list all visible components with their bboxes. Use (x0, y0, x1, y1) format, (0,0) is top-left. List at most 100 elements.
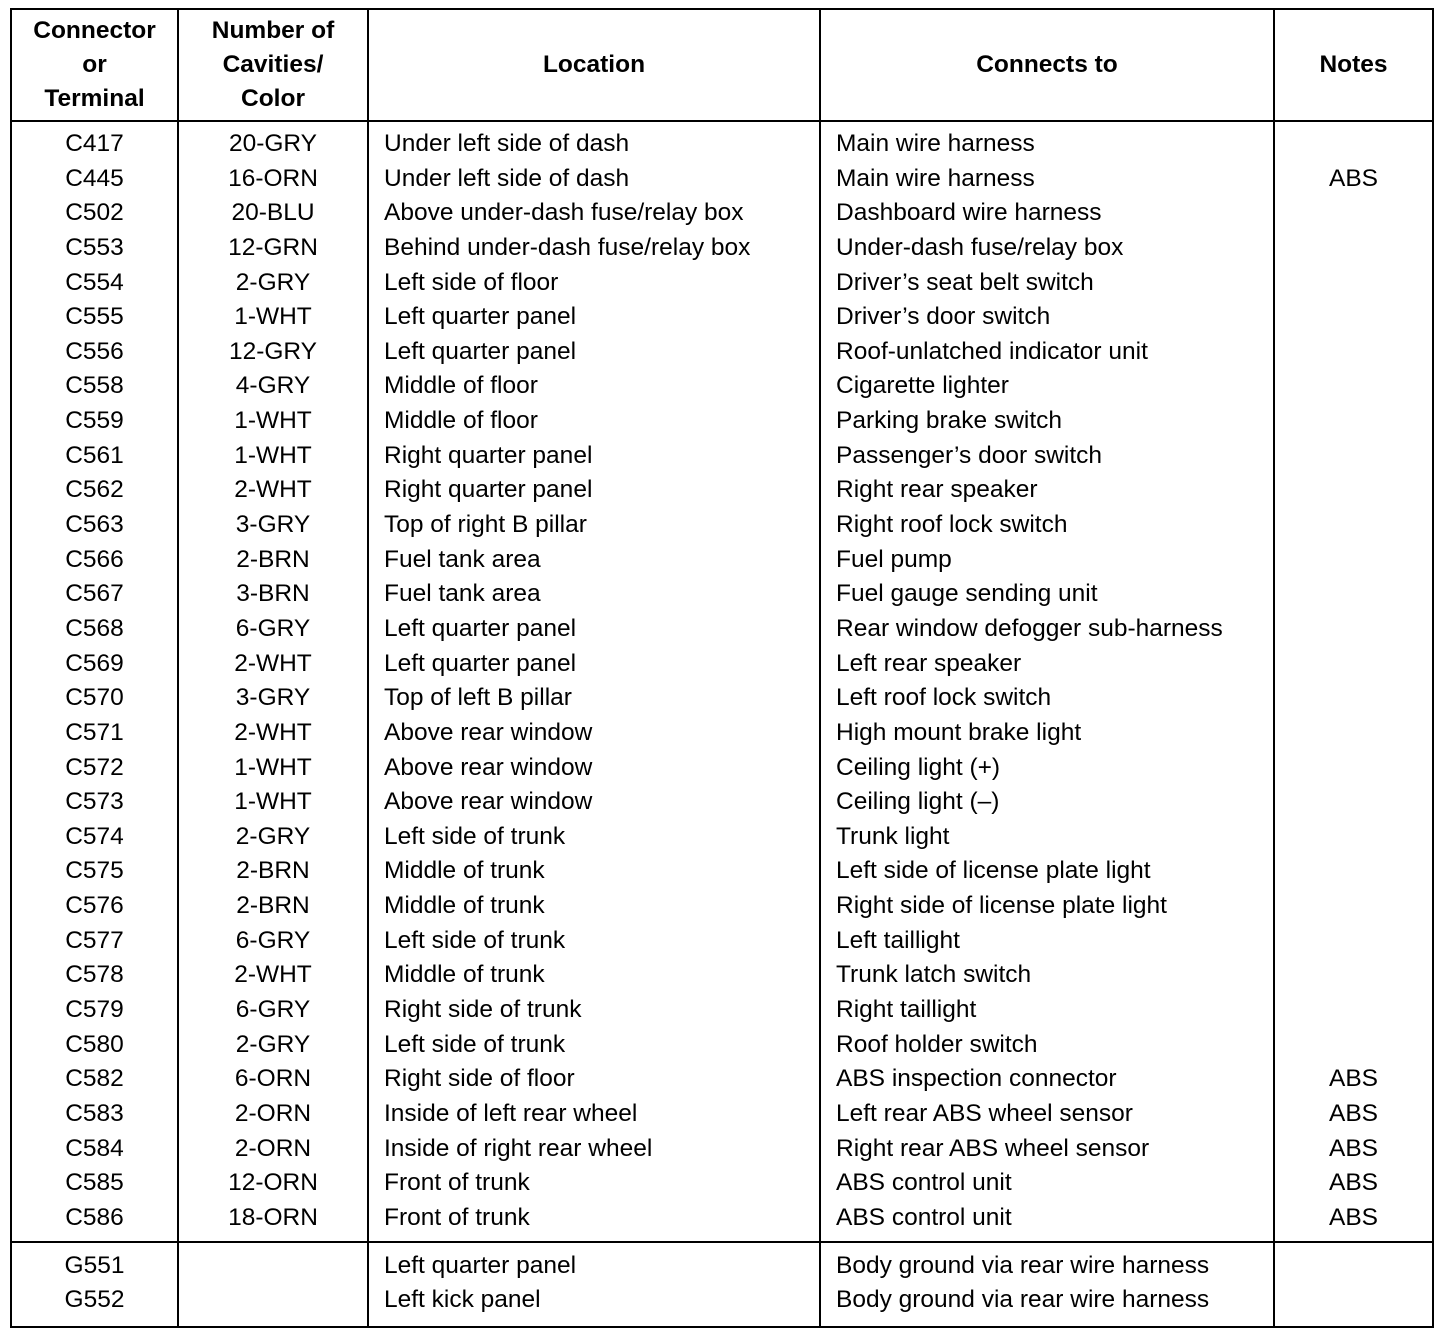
cell-connects-to: Parking brake switch (836, 407, 1063, 435)
cell-cavities-color: 2-BRN (236, 892, 310, 920)
cell-notes (1275, 577, 1432, 612)
cell-connects-to: Fuel pump (836, 545, 952, 573)
cell-connects-to: Cigarette lighter (836, 372, 1009, 400)
cell-notes (1275, 1028, 1432, 1063)
cell-cavities-color: 20-GRY (228, 130, 318, 157)
cell-cavities-color: 2-ORN (234, 1134, 312, 1162)
cell-notes (1275, 751, 1432, 786)
cell-connects-to: Right taillight (836, 996, 977, 1024)
cell-notes (1275, 889, 1432, 924)
header-connects-to: Connects to (819, 8, 1275, 122)
cell-connector: C580 (65, 1030, 124, 1058)
cell-location: Behind under-dash fuse/relay box (384, 233, 751, 261)
cell-connector: C566 (65, 545, 124, 573)
cell-notes (1275, 404, 1432, 439)
cell-connects-to: Left side of license plate light (836, 857, 1151, 885)
cell-connects-to: Right rear ABS wheel sensor (836, 1134, 1150, 1162)
cell-cavities-color (179, 1283, 367, 1318)
cell-notes: ABS (1328, 1134, 1379, 1162)
cell-location: Left kick panel (384, 1286, 541, 1314)
cell-connects-to: Main wire harness (836, 130, 1035, 157)
cell-connector: C578 (65, 961, 124, 989)
cell-connector: C584 (65, 1134, 124, 1162)
cell-notes (1275, 266, 1432, 301)
group-row: C417 C445 C502 C553 C554 C555 C556 C558 C559 C561… (10, 120, 1434, 1243)
header-line: Color (241, 85, 305, 112)
cell-cavities-color: 12-ORN (228, 1169, 318, 1197)
cell-connects-to: Left roof lock switch (836, 684, 1052, 712)
cell-cavities-color: 2-WHT (234, 718, 312, 746)
cell-connector: C570 (65, 684, 124, 712)
cell-connector: C585 (65, 1169, 124, 1197)
column-notes: ABS ABS ABS ABS ABS ABS (1273, 120, 1434, 1243)
cell-connector: C574 (65, 822, 124, 850)
cell-notes (1275, 1283, 1432, 1318)
column-connector: C417 C445 C502 C553 C554 C555 C556 C558 C559 C561… (10, 120, 179, 1243)
cell-connector: C554 (65, 268, 124, 296)
cell-connector: C555 (65, 303, 124, 331)
cell-notes (1275, 716, 1432, 751)
cell-connects-to: Ceiling light (+) (836, 753, 1001, 781)
cell-connects-to: Body ground via rear wire harness (836, 1251, 1210, 1279)
cell-connects-to: Driver’s seat belt switch (836, 268, 1094, 296)
cell-connector: C559 (65, 407, 124, 435)
cell-connects-to: Passenger’s door switch (836, 441, 1103, 469)
cell-connector: C582 (65, 1065, 124, 1093)
cell-connects-to: Left rear ABS wheel sensor (836, 1099, 1133, 1127)
cell-location: Fuel tank area (384, 545, 541, 573)
cell-notes (1275, 196, 1432, 231)
cell-notes (1275, 300, 1432, 335)
header-line: Terminal (44, 85, 145, 112)
header-line: Location (542, 51, 646, 78)
cell-notes (1275, 473, 1432, 508)
connector-group: C417 C445 C502 C553 C554 C555 C556 C558 C559 C561… (10, 120, 1434, 1243)
cell-location: Right quarter panel (384, 441, 593, 469)
cell-connector: C569 (65, 649, 124, 677)
cell-connects-to: ABS inspection connector (836, 1065, 1117, 1093)
cell-location: Top of left B pillar (384, 684, 572, 712)
cell-location: Inside of left rear wheel (384, 1099, 638, 1127)
cell-notes (1275, 647, 1432, 682)
cell-location: Middle of floor (384, 407, 538, 435)
column-notes (1273, 1240, 1434, 1328)
cell-connects-to: Right side of license plate light (836, 892, 1167, 920)
cell-notes (1275, 993, 1432, 1028)
header-line: Cavities/ (222, 51, 324, 78)
cell-connector: C562 (65, 476, 124, 504)
cell-cavities-color: 6-GRY (235, 614, 311, 642)
cell-location: Left side of trunk (384, 1030, 566, 1058)
cell-notes (1275, 508, 1432, 543)
cell-connector: C576 (65, 892, 124, 920)
cell-cavities-color (179, 1249, 367, 1284)
group-row: G551 G552 Left quarter panel Left kick pane… (10, 1240, 1434, 1328)
cell-connector: G551 (64, 1251, 125, 1279)
cell-connector: C561 (65, 441, 124, 469)
cell-location: Under left side of dash (384, 130, 630, 157)
cell-connector: C572 (65, 753, 124, 781)
cell-connector: C417 (65, 130, 124, 157)
cell-location: Left quarter panel (384, 649, 577, 677)
cell-cavities-color: 1-WHT (234, 303, 312, 331)
header-line: Connector (33, 17, 156, 44)
cell-cavities-color: 2-BRN (236, 857, 310, 885)
cell-connects-to: Driver’s door switch (836, 303, 1051, 331)
cell-cavities-color: 1-WHT (234, 753, 312, 781)
cell-location: Front of trunk (384, 1203, 530, 1231)
column-connects-to: Main wire harness Main wire harness Dashbo… (819, 120, 1275, 1243)
cell-notes: ABS (1328, 164, 1379, 192)
cell-location: Left quarter panel (384, 1251, 577, 1279)
cell-connects-to: Fuel gauge sending unit (836, 580, 1098, 608)
cell-location: Left side of trunk (384, 822, 566, 850)
cell-notes (1275, 820, 1432, 855)
cell-cavities-color: 6-GRY (235, 926, 311, 954)
cell-connects-to: ABS control unit (836, 1203, 1012, 1231)
cell-cavities-color: 2-WHT (234, 961, 312, 989)
header-cavities-color: Number of Cavities/Color (177, 8, 369, 122)
cell-cavities-color: 2-ORN (234, 1099, 312, 1127)
cell-connector: C573 (65, 788, 124, 816)
cell-location: Left quarter panel (384, 303, 577, 331)
cell-cavities-color: 1-WHT (234, 788, 312, 816)
cell-connector: C575 (65, 857, 124, 885)
column-connector: G551 G552 (10, 1240, 179, 1328)
header-notes: Notes (1273, 8, 1434, 122)
